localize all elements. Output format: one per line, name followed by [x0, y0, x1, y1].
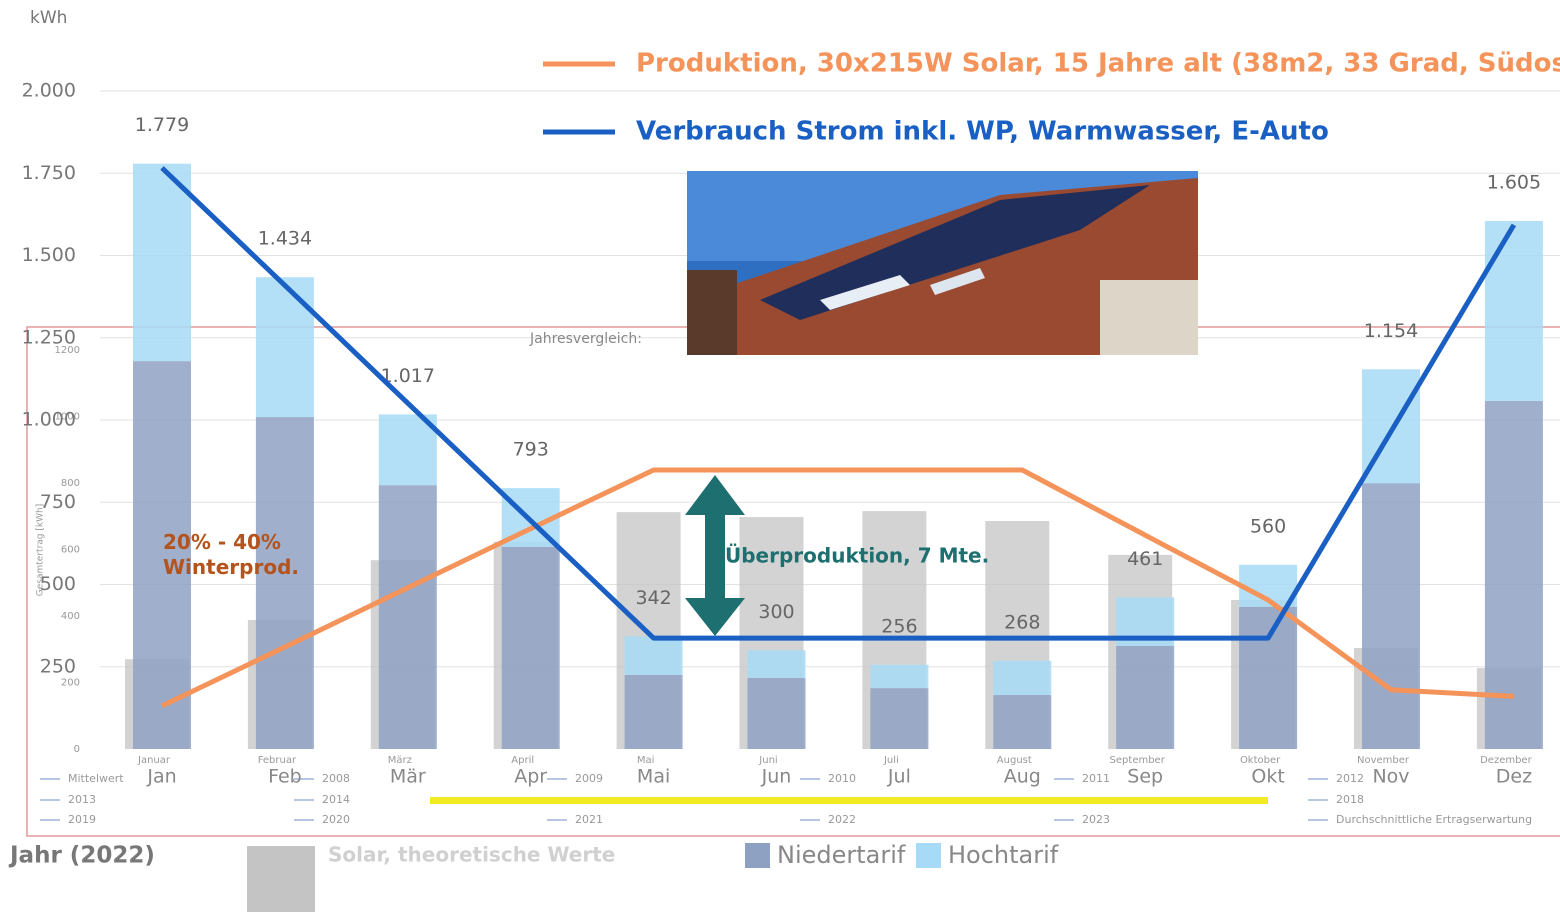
background-legend-label: 2022 [828, 813, 856, 826]
chart: kWh Jahresvergleich: Gesamtertrag [kWh] … [0, 0, 1560, 912]
total-label: 268 [1004, 611, 1040, 633]
x-tick-label: Jan [146, 766, 176, 788]
x-tick-label: Okt [1251, 766, 1284, 788]
consumption-bar [256, 417, 314, 749]
consumption-bar [870, 665, 928, 688]
year-label: Jahr (2022) [8, 843, 155, 869]
background-month: Mai [637, 755, 655, 766]
background-legend-label: 2020 [322, 813, 350, 826]
consumption-bar [502, 547, 560, 749]
background-legend-label: 2013 [68, 793, 96, 806]
consumption-bar [256, 277, 314, 417]
background-month: Juni [758, 755, 777, 766]
background-month: März [388, 755, 412, 766]
background-legend-label: Mittelwert [68, 772, 124, 785]
background-legend-label: 2010 [828, 772, 856, 785]
consumption-bar [748, 650, 806, 678]
x-tick-label: Dez [1496, 766, 1532, 788]
background-legend-label: 2023 [1082, 813, 1110, 826]
roof-photo [687, 171, 1198, 355]
consumption-bar [993, 695, 1051, 749]
background-legend-label: Durchschnittliche Ertragserwartung [1336, 813, 1532, 826]
legend-swatch [916, 843, 941, 868]
consumption-bar [379, 485, 437, 749]
background-month: September [1110, 755, 1166, 766]
y-tick-label: 1.750 [22, 162, 76, 184]
background-month: Oktober [1240, 755, 1281, 766]
background-month: Juli [883, 755, 899, 766]
background-legend-label: 2012 [1336, 772, 1364, 785]
background-legend-label: 2009 [575, 772, 603, 785]
consumption-bar [748, 678, 806, 749]
legend-label: Produktion, 30x215W Solar, 15 Jahre alt … [636, 49, 1560, 79]
y-tick-label: 750 [40, 491, 76, 513]
annotation: Überproduktion, 7 Mte. [725, 544, 989, 568]
background-legend-label: 2019 [68, 813, 96, 826]
background-month: August [997, 755, 1032, 766]
x-tick-label: Feb [268, 766, 302, 788]
background-y-tick: 600 [61, 545, 80, 556]
legend-label: Hochtarif [948, 841, 1059, 869]
total-label: 1.605 [1487, 171, 1541, 193]
background-legend-label: 2008 [322, 772, 350, 785]
background-month: April [511, 755, 534, 766]
annotation: 20% - 40%Winterprod. [163, 530, 299, 579]
x-tick-label: Mär [390, 766, 426, 788]
x-tick-label: Jul [887, 766, 911, 788]
total-label: 256 [881, 615, 917, 637]
consumption-bar [1362, 483, 1420, 749]
legend-swatch [247, 846, 315, 912]
consumption-bar [1239, 607, 1297, 749]
total-label: 461 [1127, 548, 1163, 570]
y-tick-label: 1.500 [22, 244, 76, 266]
background-month: November [1357, 755, 1410, 766]
consumption-bar [625, 675, 683, 749]
y-tick-label: 500 [40, 573, 76, 595]
background-month: Dezember [1480, 755, 1532, 766]
x-tick-label: Aug [1004, 766, 1041, 788]
series-line [162, 470, 1514, 706]
x-tick-label: Apr [514, 766, 547, 788]
x-tick-label: Nov [1372, 766, 1409, 788]
total-label: 342 [635, 587, 671, 609]
y-tick-label: 1.250 [22, 326, 76, 348]
background-legend-label: 2021 [575, 813, 603, 826]
legend-swatch [745, 843, 770, 868]
total-label: 1.434 [258, 228, 312, 250]
legend-label: Verbrauch Strom inkl. WP, Warmwasser, E-… [636, 117, 1329, 147]
consumption-bar [1485, 221, 1543, 401]
total-label: 560 [1250, 515, 1286, 537]
background-y-tick: 400 [61, 611, 80, 622]
y-unit: kWh [30, 8, 67, 28]
consumption-bar [993, 661, 1051, 695]
background-title: Jahresvergleich: [529, 331, 642, 347]
background-y-tick: 0 [74, 744, 80, 755]
consumption-bar [1116, 646, 1174, 749]
total-label: 1.779 [135, 114, 189, 136]
y-tick-label: 1.000 [22, 409, 76, 431]
background-y-tick: 200 [61, 678, 80, 689]
x-tick-label: Jun [761, 766, 792, 788]
consumption-bar [870, 688, 928, 749]
background-legend-label: 2018 [1336, 793, 1364, 806]
background-legend-label: 2014 [322, 793, 350, 806]
x-tick-label: Sep [1127, 766, 1163, 788]
x-tick-label: Mai [637, 766, 670, 788]
background-y-tick: 800 [61, 478, 80, 489]
consumption-bar [133, 164, 191, 361]
total-label: 300 [758, 601, 794, 623]
legend-label: Niedertarif [777, 841, 906, 869]
background-legend-label: 2011 [1082, 772, 1110, 785]
background-month: Februar [258, 755, 297, 766]
y-tick-label: 2.000 [22, 80, 76, 102]
consumption-bar [625, 636, 683, 674]
background-month: Januar [137, 755, 171, 766]
total-label: 1.154 [1364, 320, 1418, 342]
highlight-bar [430, 797, 1268, 804]
y-tick-label: 250 [40, 655, 76, 677]
total-label: 793 [513, 439, 549, 461]
legend-label: Solar, theoretische Werte [328, 843, 615, 867]
